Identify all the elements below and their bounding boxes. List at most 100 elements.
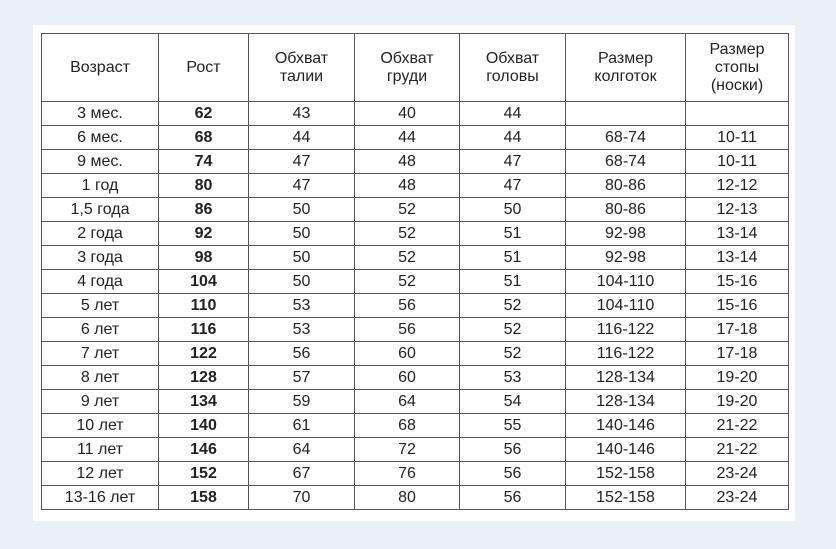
table-cell: 116-122	[565, 341, 686, 366]
table-row: 1 год 80 47 48 47 80-86 12-12	[41, 173, 789, 198]
table-cell: 158	[158, 485, 249, 510]
column-header: Обхват талии	[248, 33, 355, 102]
table-cell: 50	[248, 269, 355, 294]
table-cell: 3 мес.	[41, 101, 159, 126]
table-cell: 12-12	[685, 173, 789, 198]
table-cell: 56	[354, 317, 460, 342]
table-cell: 23-24	[685, 485, 789, 510]
table-cell: 47	[459, 173, 566, 198]
table-cell: 68	[354, 413, 460, 438]
column-header: Возраст	[41, 33, 159, 102]
table-cell: 122	[158, 341, 249, 366]
table-cell: 23-24	[685, 461, 789, 486]
table-row: 7 лет 122 56 60 52 116-122 17-18	[41, 341, 789, 366]
table-cell: 74	[158, 149, 249, 174]
table-cell: 140-146	[565, 413, 686, 438]
table-cell	[685, 101, 789, 126]
table-cell: 52	[354, 269, 460, 294]
table-row: 1,5 года 86 50 52 50 80-86 12-13	[41, 197, 789, 222]
table-cell: 51	[459, 245, 566, 270]
table-cell: 92	[158, 221, 249, 246]
table-cell: 51	[459, 269, 566, 294]
table-cell: 64	[354, 389, 460, 414]
table-cell: 57	[248, 365, 355, 390]
table-cell: 80	[158, 173, 249, 198]
table-cell: 116	[158, 317, 249, 342]
table-row: 5 лет 110 53 56 52 104-110 15-16	[41, 293, 789, 318]
table-cell: 13-14	[685, 245, 789, 270]
table-cell: 47	[248, 149, 355, 174]
table-cell: 8 лет	[41, 365, 159, 390]
table-row: 9 лет 134 59 64 54 128-134 19-20	[41, 389, 789, 414]
table-cell: 51	[459, 221, 566, 246]
table-cell: 21-22	[685, 413, 789, 438]
table-cell: 72	[354, 437, 460, 462]
table-cell: 9 лет	[41, 389, 159, 414]
table-cell: 60	[354, 341, 460, 366]
header-row: Возраст Рост Обхват талии Обхват груди Обхва…	[41, 33, 789, 102]
table-cell: 128	[158, 365, 249, 390]
table-cell: 21-22	[685, 437, 789, 462]
table-cell: 19-20	[685, 389, 789, 414]
table-cell: 60	[354, 365, 460, 390]
table-cell: 68	[158, 125, 249, 150]
table-cell: 13-16 лет	[41, 485, 159, 510]
table-cell: 12 лет	[41, 461, 159, 486]
table-cell: 52	[354, 221, 460, 246]
table-cell: 50	[459, 197, 566, 222]
table-cell: 5 лет	[41, 293, 159, 318]
table-cell: 43	[248, 101, 355, 126]
table-cell: 11 лет	[41, 437, 159, 462]
table-cell: 68-74	[565, 125, 686, 150]
table-cell: 61	[248, 413, 355, 438]
table-row: 3 года 98 50 52 51 92-98 13-14	[41, 245, 789, 270]
table-cell: 152-158	[565, 485, 686, 510]
column-header: Обхват груди	[354, 33, 460, 102]
table-cell: 64	[248, 437, 355, 462]
table-row: 3 мес. 62 43 40 44	[41, 101, 789, 126]
table-row: 6 лет 116 53 56 52 116-122 17-18	[41, 317, 789, 342]
table-cell: 15-16	[685, 269, 789, 294]
table-row: 10 лет 140 61 68 55 140-146 21-22	[41, 413, 789, 438]
table-cell	[565, 101, 686, 126]
table-cell: 10 лет	[41, 413, 159, 438]
table-row: 12 лет 152 67 76 56 152-158 23-24	[41, 461, 789, 486]
table-row: 2 года 92 50 52 51 92-98 13-14	[41, 221, 789, 246]
table-cell: 56	[248, 341, 355, 366]
table-cell: 44	[459, 125, 566, 150]
table-cell: 10-11	[685, 149, 789, 174]
table-cell: 110	[158, 293, 249, 318]
table-cell: 55	[459, 413, 566, 438]
table-cell: 4 года	[41, 269, 159, 294]
table-cell: 44	[248, 125, 355, 150]
table-cell: 152-158	[565, 461, 686, 486]
table-cell: 68-74	[565, 149, 686, 174]
size-table: Возраст Рост Обхват талии Обхват груди Обхва…	[41, 33, 789, 510]
table-cell: 50	[248, 245, 355, 270]
table-cell: 48	[354, 149, 460, 174]
table-row: 11 лет 146 64 72 56 140-146 21-22	[41, 437, 789, 462]
table-row: 13-16 лет 158 70 80 56 152-158 23-24	[41, 485, 789, 510]
table-cell: 3 года	[41, 245, 159, 270]
table-cell: 52	[354, 245, 460, 270]
table-cell: 53	[248, 293, 355, 318]
table-cell: 146	[158, 437, 249, 462]
table-row: 9 мес. 74 47 48 47 68-74 10-11	[41, 149, 789, 174]
table-cell: 56	[354, 293, 460, 318]
table-cell: 52	[354, 197, 460, 222]
table-cell: 70	[248, 485, 355, 510]
table-cell: 152	[158, 461, 249, 486]
table-cell: 54	[459, 389, 566, 414]
table-cell: 1 год	[41, 173, 159, 198]
column-header: Рост	[158, 33, 249, 102]
column-header: Обхват головы	[459, 33, 566, 102]
table-cell: 104	[158, 269, 249, 294]
table-cell: 19-20	[685, 365, 789, 390]
table-cell: 50	[248, 221, 355, 246]
table-cell: 116-122	[565, 317, 686, 342]
table-cell: 40	[354, 101, 460, 126]
table-cell: 2 года	[41, 221, 159, 246]
table-cell: 15-16	[685, 293, 789, 318]
column-header: Размер колготок	[565, 33, 686, 102]
table-cell: 6 лет	[41, 317, 159, 342]
